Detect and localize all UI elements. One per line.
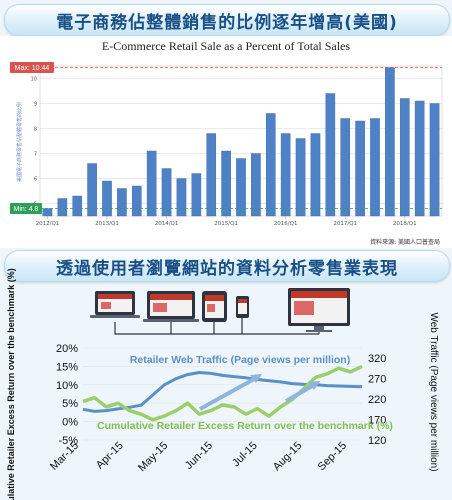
bar <box>206 133 217 217</box>
y-tick-label: 7 <box>34 152 37 158</box>
bar <box>131 185 142 217</box>
min-badge-label: Min: 4.8 <box>14 206 39 213</box>
trend-arrow-head <box>250 374 262 383</box>
x-tick-label: 2017/Q1 <box>333 221 357 227</box>
header-banner-ecommerce: 電子商務佔整體銷售的比例逐年增高(美國) <box>4 4 450 36</box>
banner-title: 電子商務佔整體銷售的比例逐年增高(美國) <box>56 12 398 33</box>
laptop-icon <box>143 291 199 322</box>
left-tick-label: 5% <box>62 398 78 410</box>
x-tick-label: 2014/Q1 <box>155 221 179 227</box>
header-banner-web-analytics: 透過使用者瀏覽網站的資料分析零售業表現 <box>4 250 450 282</box>
bar <box>295 138 306 217</box>
x-tick-label: 2016/Q1 <box>274 221 298 227</box>
bar <box>385 67 395 217</box>
trend-arrow <box>199 376 257 411</box>
bar <box>146 150 157 217</box>
bar <box>57 198 68 217</box>
right-tick-label: 120 <box>368 435 386 447</box>
y-tick-label: 6 <box>34 177 37 183</box>
bar <box>325 93 336 217</box>
bar <box>414 100 425 217</box>
bar <box>429 103 440 217</box>
bars-group <box>42 67 440 217</box>
x-tick-label: Jul-15 <box>230 440 260 470</box>
tablet-icon <box>202 291 227 322</box>
trend-arrow-head <box>308 381 320 390</box>
x-tick-label: May-15 <box>136 440 170 474</box>
y-tick-label: 8 <box>34 127 37 133</box>
left-tick-label: 20% <box>56 343 78 355</box>
bar <box>251 153 261 217</box>
gridlines <box>83 347 362 441</box>
left-tick-label: 15% <box>56 361 78 373</box>
x-tick-label: Sep-15 <box>316 440 350 474</box>
x-tick-label: 2013/Q1 <box>95 221 119 227</box>
min-badge: Min: 4.8 <box>10 203 42 214</box>
right-tick-label: 220 <box>368 394 386 406</box>
trend-arrow <box>285 383 315 403</box>
bar <box>191 173 202 217</box>
series-label-excess-return: Cumulative Retailer Excess Return over t… <box>97 420 393 432</box>
connector-lines <box>114 322 319 335</box>
y-axis-label: 美國電子商務零售佔整體零售的比例 <box>16 102 23 182</box>
source-note: 資料來源: 美國人口普查局 <box>370 238 440 246</box>
x-tick-label: Apr-15 <box>94 440 126 472</box>
left-tick-label: -5% <box>58 435 78 447</box>
laptop-icon <box>90 291 140 318</box>
series-line-excess-return <box>82 364 363 422</box>
y-tick-label: 10 <box>31 77 37 83</box>
right-tick-label: 270 <box>368 374 386 386</box>
banner-title: 透過使用者瀏覽網站的資料分析零售業表現 <box>56 258 398 279</box>
left-tick-label: 0% <box>62 417 78 429</box>
bar <box>72 195 83 217</box>
desktop-monitor-icon <box>288 288 350 332</box>
phone-icon <box>236 296 249 318</box>
left-axis-tick-labels: -5% 0% 5% 10% 15% 20% <box>56 343 78 447</box>
chart-title: E-Commerce Retail Sale as a Percent of T… <box>102 39 351 53</box>
right-axis-label: Web Traffic (Page views per million) <box>428 312 439 471</box>
max-badge: Max: 10.44 <box>10 62 54 73</box>
bar <box>370 118 380 217</box>
right-tick-label: 320 <box>368 353 386 365</box>
bar <box>265 113 276 217</box>
bar <box>236 158 246 217</box>
left-tick-label: 10% <box>56 380 78 392</box>
bar <box>176 178 187 217</box>
right-tick-label: 170 <box>368 415 386 427</box>
bar <box>87 163 97 217</box>
ecommerce-bar-chart: E-Commerce Retail Sale as a Percent of T… <box>10 39 443 246</box>
bar <box>355 120 365 217</box>
x-tick-label: 2018/Q1 <box>393 221 417 227</box>
right-axis-tick-labels: 120 170 220 270 320 <box>368 353 386 447</box>
x-tick-label: Jun-15 <box>183 440 215 472</box>
x-tick-label: Aug-15 <box>271 440 305 474</box>
left-axis-label: Cumulative Retailer Excess Return over t… <box>6 268 16 500</box>
bar <box>310 133 321 217</box>
bar <box>117 188 127 217</box>
x-tick-labels: Mar-15 Apr-15 May-15 Jun-15 Jul-15 Aug-15 Sep-… <box>48 440 349 474</box>
x-tick-label: 2012/Q1 <box>36 221 60 227</box>
series-label-web-traffic: Retailer Web Traffic (Page views per mil… <box>130 354 350 366</box>
connector-lines <box>170 318 320 334</box>
x-tick-labels: 2012/Q1 2013/Q1 2014/Q1 2015/Q1 2016/Q1 2017/… <box>36 216 417 227</box>
x-tick-label: 2015/Q1 <box>214 221 238 227</box>
y-tick-label: 9 <box>34 102 37 108</box>
max-badge-label: Max: 10.44 <box>15 65 50 72</box>
